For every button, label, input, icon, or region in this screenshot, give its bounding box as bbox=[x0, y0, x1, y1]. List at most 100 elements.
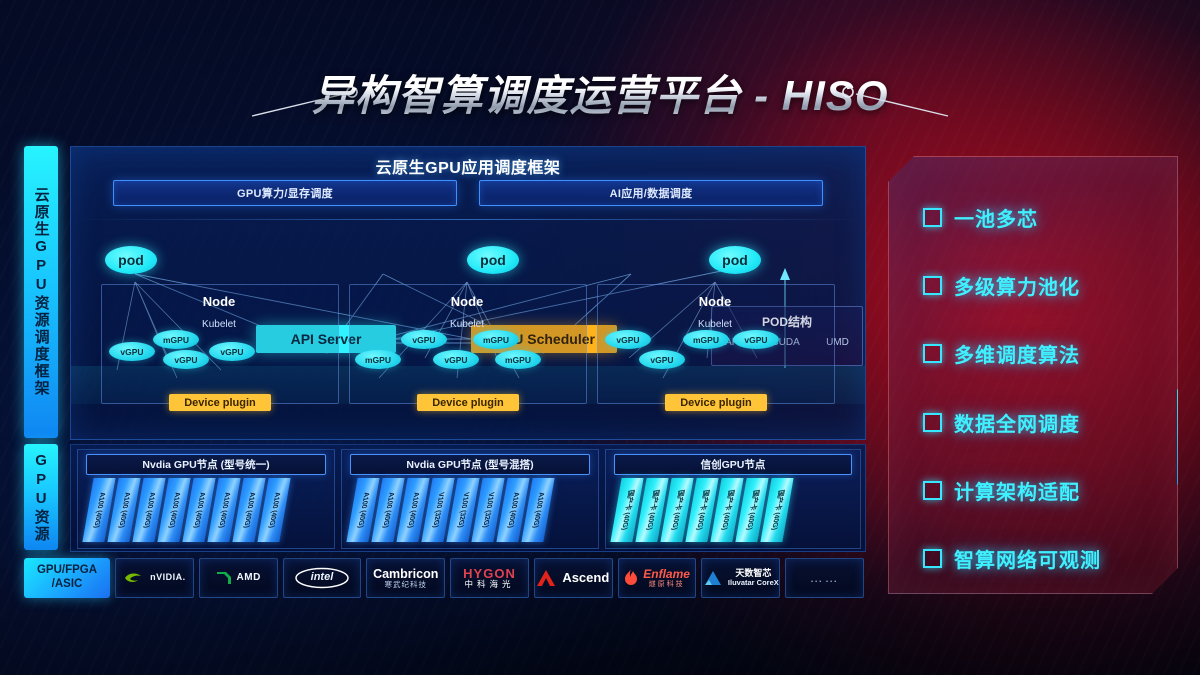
framework-title: 云原生GPU应用调度框架 bbox=[375, 160, 561, 177]
gpu-card-label: A100 (40G) bbox=[356, 491, 370, 529]
ascend-a-icon bbox=[537, 569, 557, 587]
node-group-1: pod Device plugin Node Kubelet vGPU mGPU… bbox=[101, 246, 339, 411]
iluvatar-triangle-icon bbox=[703, 569, 723, 587]
feature-item-5[interactable]: 计算架构适配 bbox=[889, 464, 1177, 516]
gpu-ellipse[interactable]: vGPU bbox=[209, 342, 255, 361]
iluvatar-cn-name: 天数智芯 bbox=[735, 568, 772, 579]
pill-ai-data-scheduling[interactable]: AI应用/数据调度 bbox=[479, 180, 823, 206]
vendor-logo-more[interactable]: …… bbox=[785, 558, 865, 598]
cambricon-wordmark: Cambricon bbox=[373, 566, 439, 581]
gpu-card-label: A100 (40G) bbox=[192, 491, 206, 529]
checkbox-icon bbox=[923, 344, 942, 363]
pod-node-1[interactable]: pod bbox=[105, 246, 157, 274]
pod-node-3[interactable]: pod bbox=[709, 246, 761, 274]
gpu-card-label: A100 (40G) bbox=[217, 491, 231, 529]
checkbox-icon bbox=[923, 481, 942, 500]
vendor-logo-cambricon[interactable]: Cambricon 寒武纪科技 bbox=[366, 558, 446, 598]
title-left-deco-icon bbox=[251, 86, 372, 118]
vendor-logo-hygon[interactable]: HYGON 中科海光 bbox=[450, 558, 529, 598]
vendor-logo-ascend[interactable]: Ascend bbox=[533, 558, 613, 598]
feature-label-6: 智算网络可观测 bbox=[954, 550, 1101, 573]
feature-list: 一池多芯 多级算力池化 多维调度算法 数据全网调度 计算架构适配 智算网络可观测 bbox=[889, 157, 1177, 593]
more-vendors-ellipsis: …… bbox=[809, 570, 840, 586]
feature-label-3: 多维调度算法 bbox=[954, 345, 1080, 368]
feature-item-4[interactable]: 数据全网调度 bbox=[889, 396, 1177, 448]
api-server-box[interactable]: API Server bbox=[256, 325, 396, 353]
device-plugin-3[interactable]: Device plugin bbox=[665, 394, 767, 411]
gpu-card-label: A100 (40G) bbox=[531, 491, 545, 529]
node-group-2: pod Device plugin Node Kubelet mGPU vGPU… bbox=[349, 246, 587, 411]
enflame-cn-name: 燧原科技 bbox=[648, 580, 685, 588]
nvidia-wordmark: nVIDIA. bbox=[150, 572, 186, 583]
vendor-strip-label-line-2: /ASIC bbox=[51, 578, 83, 590]
gpu-ellipse[interactable]: mGPU bbox=[683, 330, 729, 349]
gpu-rack-title-1: Nvdia GPU节点 (型号统一) bbox=[86, 454, 326, 475]
gpu-ellipse[interactable]: vGPU bbox=[639, 350, 685, 369]
feature-panel-corner-accent bbox=[1177, 389, 1191, 485]
gpu-card-label: 国产卡 (40G) bbox=[670, 489, 685, 531]
gpu-card-label: 国产卡 (40G) bbox=[720, 489, 735, 531]
gpu-ellipse[interactable]: vGPU bbox=[401, 330, 447, 349]
title-right-deco-icon bbox=[828, 86, 949, 118]
gpu-rack-title-2: Nvdia GPU节点 (型号混搭) bbox=[350, 454, 590, 475]
vendor-logo-strip: GPU/FPGA/ASIC nVIDIA. AMD intel Cambrico… bbox=[24, 558, 865, 598]
gpu-rack-title-3: 信创GPU节点 bbox=[614, 454, 852, 475]
node-label-3: Node bbox=[698, 294, 732, 309]
side-label-gpu-resource-text: GPU资源 bbox=[32, 451, 50, 543]
vendor-logo-iluvatar[interactable]: 天数智芯 Iluvatar CoreX bbox=[701, 558, 781, 598]
feature-panel: 一池多芯 多级算力池化 多维调度算法 数据全网调度 计算架构适配 智算网络可观测 bbox=[888, 156, 1178, 594]
node-box-2: Device plugin bbox=[349, 284, 587, 411]
vendor-logo-nvidia[interactable]: nVIDIA. bbox=[115, 558, 194, 598]
feature-label-5: 计算架构适配 bbox=[954, 481, 1080, 504]
pod-node-2[interactable]: pod bbox=[467, 246, 519, 274]
gpu-ellipse[interactable]: vGPU bbox=[109, 342, 155, 361]
gpu-ellipse[interactable]: vGPU bbox=[433, 350, 479, 369]
gpu-rack-2: Nvdia GPU节点 (型号混搭) A100 (40G) A100 (40G) A… bbox=[341, 449, 599, 549]
gpu-card-label: A100 (40G) bbox=[117, 491, 131, 529]
gpu-card-label: A100 (40G) bbox=[242, 491, 256, 529]
pill-gpu-compute-scheduling[interactable]: GPU算力/显存调度 bbox=[113, 180, 457, 206]
intel-ellipse-icon bbox=[294, 567, 350, 589]
checkbox-icon bbox=[923, 413, 942, 432]
enflame-flame-icon bbox=[624, 569, 638, 587]
gpu-rack-3: 信创GPU节点 国产卡 (40G) 国产卡 (40G) 国产卡 (40G) 国产卡 (… bbox=[605, 449, 861, 549]
vendor-logo-amd[interactable]: AMD bbox=[198, 558, 278, 598]
vendor-logo-enflame[interactable]: Enflame 燧原科技 bbox=[617, 558, 697, 598]
node-canvas: API Server GPU Scheduler POD结构 APP CUDA … bbox=[71, 220, 865, 439]
pod-item-umd: UMD bbox=[826, 337, 849, 348]
gpu-ellipse[interactable]: vGPU bbox=[605, 330, 651, 349]
pod-structure-title: POD结构 bbox=[761, 315, 812, 329]
gpu-ellipse[interactable]: mGPU bbox=[153, 330, 199, 349]
gpu-card-label: 国产卡 (40G) bbox=[695, 489, 710, 531]
gpu-resource-row: Nvdia GPU节点 (型号统一) A100 (40G) A100 (40G) A… bbox=[70, 444, 866, 552]
gpu-card-list-1: A100 (40G) A100 (40G) A100 (40G) A100 (40G)… bbox=[82, 478, 324, 542]
feature-item-1[interactable]: 一池多芯 bbox=[889, 191, 1177, 243]
gpu-card-list-3: 国产卡 (40G) 国产卡 (40G) 国产卡 (40G) 国产卡 (40G) 国产卡 … bbox=[610, 478, 850, 542]
feature-item-2[interactable]: 多级算力池化 bbox=[889, 259, 1177, 311]
architecture-diagram: 云原生GPU资源调度框架 GPU资源 云原生GPU应用调度框架 GPU算力/显存… bbox=[24, 146, 866, 598]
enflame-wordmark: Enflame bbox=[643, 567, 690, 582]
node-label-2: Node bbox=[450, 294, 484, 309]
intel-wordmark: intel bbox=[310, 571, 334, 584]
gpu-ellipse[interactable]: vGPU bbox=[733, 330, 779, 349]
gpu-ellipse[interactable]: mGPU bbox=[355, 350, 401, 369]
gpu-ellipse[interactable]: mGPU bbox=[495, 350, 541, 369]
gpu-ellipse[interactable]: mGPU bbox=[473, 330, 519, 349]
checkbox-icon bbox=[923, 549, 942, 568]
gpu-card-label: A100 (40G) bbox=[506, 491, 520, 529]
device-plugin-2[interactable]: Device plugin bbox=[417, 394, 519, 411]
vendor-logo-intel[interactable]: intel bbox=[282, 558, 362, 598]
checkbox-icon bbox=[923, 208, 942, 227]
gpu-card-label: A100 (40G) bbox=[381, 491, 395, 529]
gpu-card-label: A100 (40G) bbox=[406, 491, 420, 529]
kubelet-label-1: Kubelet bbox=[202, 319, 236, 330]
checkbox-icon bbox=[923, 276, 942, 295]
hygon-wordmark: HYGON bbox=[463, 565, 516, 581]
cambricon-cn-name: 寒武纪科技 bbox=[384, 579, 427, 589]
feature-item-6[interactable]: 智算网络可观测 bbox=[889, 533, 1177, 585]
gpu-card-label: A100 (40G) bbox=[92, 491, 106, 529]
feature-item-3[interactable]: 多维调度算法 bbox=[889, 328, 1177, 380]
device-plugin-1[interactable]: Device plugin bbox=[169, 394, 271, 411]
side-label-gpu-resource: GPU资源 bbox=[24, 444, 58, 550]
gpu-ellipse[interactable]: vGPU bbox=[163, 350, 209, 369]
